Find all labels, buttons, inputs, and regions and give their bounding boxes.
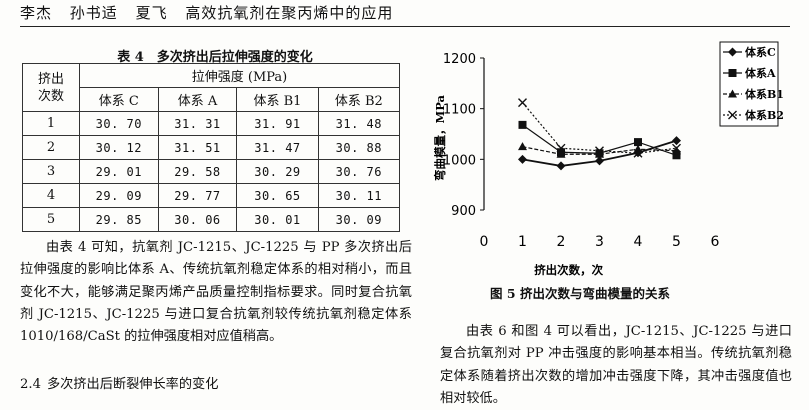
table-row: 2 30. 12 31. 51 31. 47 30. 88	[22, 135, 401, 160]
data-point	[518, 142, 527, 151]
tensile-strength-table: 挤出次数 拉伸强度 (MPa) 体系 C 体系 A 体系 B1 体系 B2 1 …	[22, 63, 401, 232]
running-title: 高效抗氧剂在聚丙烯中的应用	[185, 4, 394, 22]
section-number: 2.4	[20, 377, 41, 392]
flexural-modulus-chart: 900 1000 1100 1200 0 1 2 3 4 5 6 挤出次数，次 弯曲模量，MPa 体系C…	[433, 41, 784, 277]
data-point	[672, 146, 681, 155]
table-cell: 31. 31	[157, 111, 238, 136]
table-cell: 30. 06	[157, 207, 238, 232]
x-axis-title: 挤出次数，次	[534, 263, 603, 277]
table-cell: 30. 29	[236, 159, 319, 184]
y-tick-label: 900	[451, 204, 476, 219]
author-3: 夏飞	[135, 4, 168, 22]
data-point	[595, 156, 604, 166]
data-point	[728, 69, 737, 77]
group-header: 拉伸强度 (MPa)	[79, 63, 400, 88]
data-point	[728, 47, 737, 57]
data-point	[518, 98, 527, 108]
table-cell: 29. 58	[157, 159, 238, 184]
y-tick-label: 1200	[443, 52, 476, 67]
x-tick-label: 5	[672, 234, 681, 250]
table-cell: 29. 77	[157, 183, 238, 208]
column-header: 体系 C	[79, 87, 159, 112]
x-tick-label: 6	[711, 234, 720, 250]
right-paragraph: 由表 6 和图 4 可以看出，JC-1215、JC-1225 与进口复合抗氧剂对…	[440, 324, 792, 406]
table-cell: 29. 85	[79, 207, 159, 232]
data-point	[728, 89, 737, 98]
table-cell: 30. 65	[236, 183, 319, 208]
section-title: 多次挤出后断裂伸长率的变化	[46, 377, 219, 392]
data-point	[672, 151, 681, 160]
table-cell: 30. 88	[317, 135, 401, 160]
table-cell: 30. 01	[236, 207, 319, 232]
y-tick-label: 1000	[443, 153, 476, 168]
y-tick-label: 1100	[443, 103, 476, 118]
header-rule	[20, 26, 790, 27]
row-label: 4	[22, 183, 80, 208]
author-2: 孙书适	[69, 4, 118, 22]
legend-label: 体系B1	[745, 87, 784, 101]
table-caption: 表 4 多次挤出后拉伸强度的变化	[117, 50, 313, 65]
figure-caption: 图 5 挤出次数与弯曲模量的关系	[490, 286, 670, 301]
section-heading: 2.4 多次挤出后断裂伸长率的变化	[20, 373, 218, 392]
table-cell: 31. 91	[236, 111, 319, 136]
row-label: 1	[22, 111, 80, 136]
data-point	[728, 110, 737, 120]
data-point	[672, 136, 681, 146]
series-line	[522, 146, 677, 155]
column-header: 体系 B1	[236, 87, 319, 112]
x-tick-label: 4	[634, 234, 643, 250]
row-label: 3	[22, 159, 80, 184]
running-header: 李杰 孙书适 夏飞 高效抗氧剂在聚丙烯中的应用	[20, 2, 780, 23]
data-point	[595, 149, 604, 158]
data-point	[518, 120, 527, 129]
data-point	[556, 149, 566, 158]
data-point	[672, 143, 681, 153]
table-row: 4 29. 09 29. 77 30. 65 30. 11	[22, 183, 401, 208]
data-point	[556, 143, 566, 153]
table-row: 5 29. 85 30. 06 30. 01 30. 09	[22, 207, 401, 232]
data-point	[556, 161, 566, 171]
row-label: 5	[22, 207, 80, 232]
left-paragraph: 由表 4 可知，抗氧剂 JC-1215、JC-1225 与 PP 多次挤出后拉伸…	[20, 240, 412, 345]
series-line	[522, 102, 677, 154]
y-axis-title: 弯曲模量，MPa	[433, 94, 447, 181]
data-point	[634, 138, 642, 147]
x-tick-label: 0	[480, 234, 489, 250]
legend-label: 体系A	[745, 66, 776, 80]
table-cell: 30. 12	[79, 135, 159, 160]
x-tick-label: 2	[557, 234, 566, 250]
row-label: 2	[22, 135, 80, 160]
table-row: 1 30. 70 31. 31 31. 91 31. 48	[22, 111, 401, 136]
row-header-cell: 挤出次数	[22, 63, 80, 112]
x-tick-label: 1	[518, 234, 527, 250]
table-cell: 29. 01	[79, 159, 159, 184]
table-cell: 29. 09	[79, 183, 159, 208]
legend-label: 体系B2	[745, 108, 784, 122]
column-header: 体系 B2	[317, 87, 401, 112]
table-cell: 30. 09	[317, 207, 401, 232]
author-1: 李杰	[20, 4, 53, 22]
table-cell: 31. 51	[157, 135, 238, 160]
legend-label: 体系C	[745, 45, 776, 59]
row-header: 挤出次数	[37, 71, 64, 104]
table-cell: 30. 76	[317, 159, 401, 184]
table-cell: 30. 70	[79, 111, 159, 136]
x-tick-label: 3	[595, 234, 604, 250]
column-header: 体系 A	[157, 87, 238, 112]
data-point	[595, 146, 604, 156]
data-point	[518, 154, 527, 164]
table-cell: 30. 11	[317, 183, 401, 208]
table-cell: 31. 47	[236, 135, 319, 160]
table-cell: 31. 48	[317, 111, 401, 136]
table-row: 3 29. 01 29. 58 30. 29 30. 76	[22, 159, 401, 184]
data-point	[633, 148, 643, 158]
